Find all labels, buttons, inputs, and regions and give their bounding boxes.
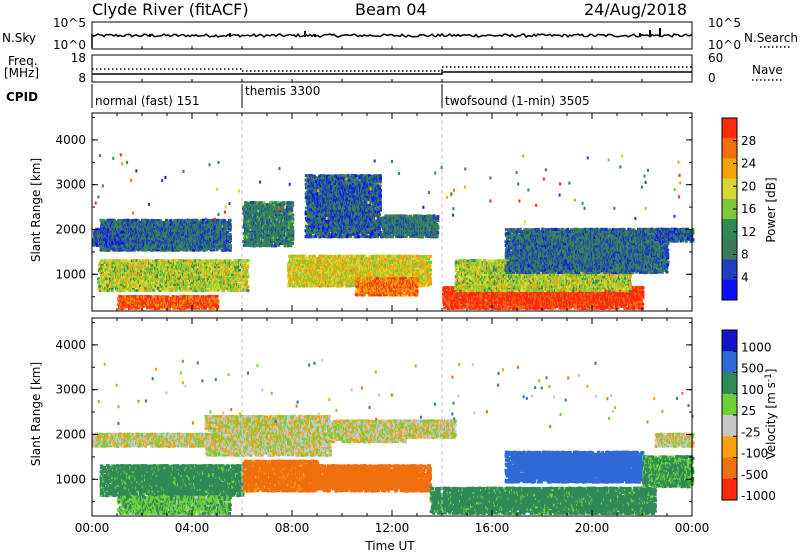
status-panels: normal (fast) 151 themis 3300 twofsound (1…	[92, 22, 790, 108]
echo-cell	[121, 242, 124, 245]
echo-cell	[246, 259, 249, 262]
echo-cell	[122, 230, 125, 233]
echo-cell	[229, 223, 232, 226]
echo-cell	[216, 295, 219, 298]
echo-cell	[229, 233, 232, 236]
chart-canvas: normal (fast) 151 themis 3300 twofsound (1…	[0, 0, 800, 554]
echo-cell	[217, 259, 220, 262]
nsky-trace	[92, 34, 692, 44]
echo-cell	[216, 299, 219, 302]
echo-cell	[198, 259, 201, 262]
freq-panel-frame	[92, 55, 692, 82]
cpid-mode-label: twofsound (1-min) 3505	[445, 94, 590, 108]
echo-cell	[113, 219, 116, 222]
echo-cell	[216, 305, 219, 308]
echo-cell	[229, 219, 232, 222]
freq-trace	[92, 72, 692, 74]
cpid-mode-label: normal (fast) 151	[95, 94, 199, 108]
echo-cell	[223, 219, 226, 222]
echo-cell	[247, 263, 250, 266]
echo-cell	[246, 289, 249, 292]
echo-cell	[230, 287, 233, 290]
echo-cell	[246, 285, 249, 288]
echo-cell	[229, 244, 232, 247]
echo-cell	[121, 238, 124, 241]
echo-cell	[245, 269, 248, 272]
echo-cell	[247, 273, 250, 276]
nave-trace	[92, 67, 692, 71]
echo-cell	[192, 249, 195, 252]
cpid-mode-label: themis 3300	[245, 84, 320, 98]
